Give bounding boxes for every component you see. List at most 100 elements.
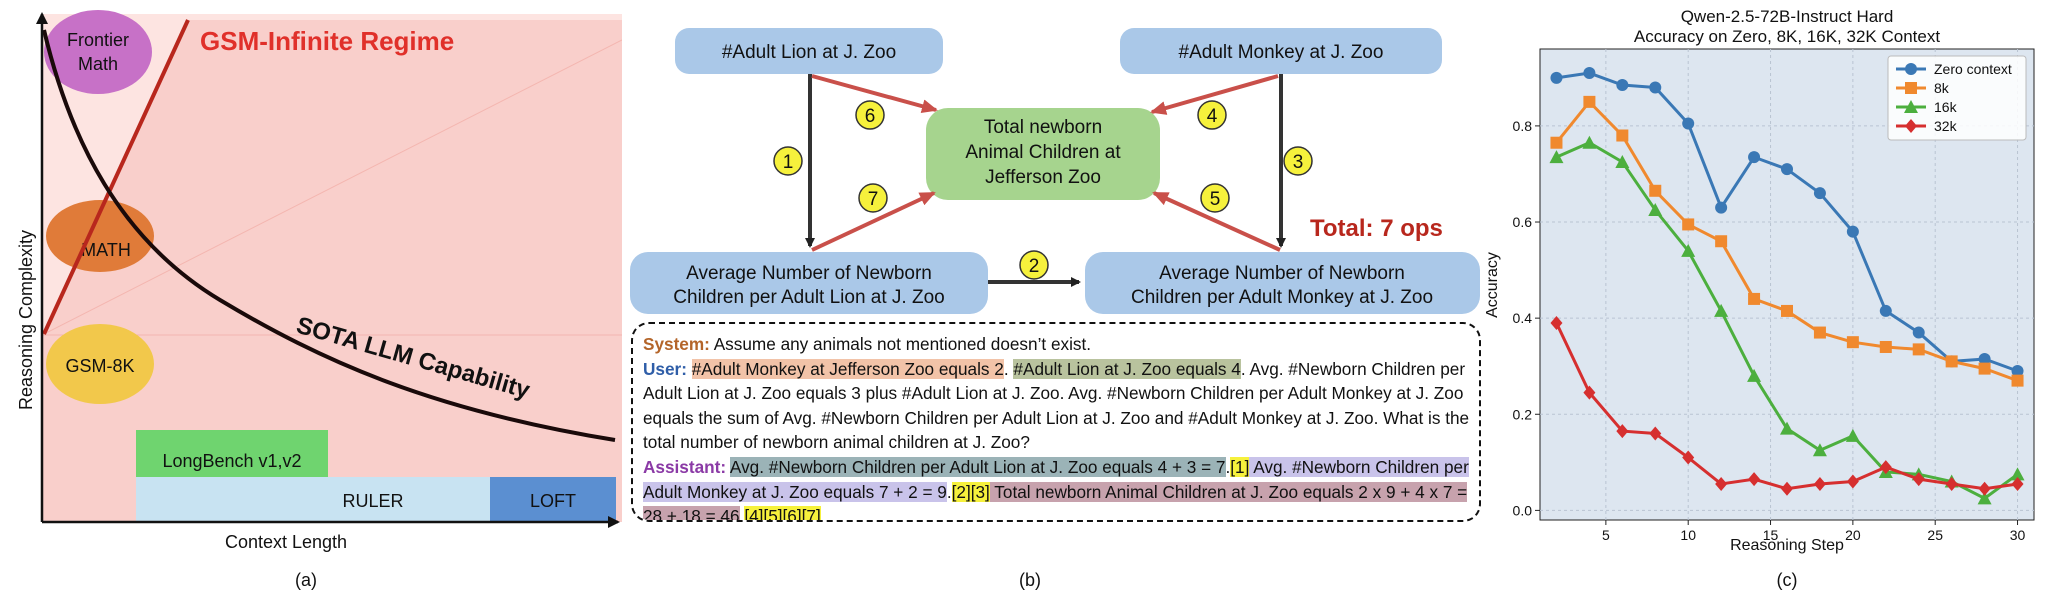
assistant-ref-3: [4][5][6][7] <box>744 506 821 520</box>
data-point-16k <box>1845 428 1860 442</box>
data-point-16k <box>1747 368 1762 382</box>
x-tick-label: 20 <box>1845 527 1861 543</box>
data-point-16k <box>1812 443 1827 457</box>
node-adult-lion <box>675 28 943 74</box>
gsm8k-ellipse <box>46 324 154 404</box>
panel-c: Qwen-2.5-72B-Instruct Hard Accuracy on Z… <box>1484 7 2035 590</box>
data-point-32k <box>1912 472 1925 487</box>
y-tick-label: 0.6 <box>1513 214 1533 230</box>
assistant-sep: . <box>1225 456 1231 477</box>
data-point-16k <box>1780 421 1794 435</box>
x-tick-label: 30 <box>2010 527 2026 543</box>
longbench-box-top <box>136 430 328 477</box>
y-axis-label: Reasoning Complexity <box>16 230 36 410</box>
svg-text:2: 2 <box>1029 256 1040 277</box>
data-point-16k <box>1582 135 1597 149</box>
op-badge-5: 5 <box>1200 183 1230 213</box>
op-badge-4: 4 <box>1197 100 1227 130</box>
data-point-8k <box>2011 374 2024 387</box>
legend: Zero context 8k 16k 32k <box>1896 61 2012 134</box>
chart-title: Qwen-2.5-72B-Instruct Hard <box>1681 7 1894 26</box>
data-point-32k <box>1583 385 1596 400</box>
data-point-zero-context <box>1846 225 1859 238</box>
data-point-32k <box>1846 474 1859 489</box>
op-badge-6: 6 <box>855 100 885 130</box>
legend-label-zero-context: Zero context <box>1934 61 2012 77</box>
op-badge-1: 1 <box>773 146 803 176</box>
frontier-math-label: Frontier <box>67 30 129 50</box>
svg-text:3: 3 <box>1293 152 1304 173</box>
x-tick-label: 5 <box>1602 527 1610 543</box>
data-point-zero-context <box>1912 326 1925 339</box>
data-point-8k <box>1879 340 1892 353</box>
data-point-32k <box>1813 476 1826 491</box>
data-point-zero-context <box>1583 67 1596 80</box>
data-point-16k <box>2010 467 2025 481</box>
node-adult-monkey-label: #Adult Monkey at J. Zoo <box>1179 42 1384 63</box>
ruler-box <box>136 477 490 521</box>
node-total-newborn <box>926 108 1160 200</box>
assistant-ref-2: [2][3] <box>951 481 990 502</box>
data-point-16k <box>1615 154 1630 168</box>
y-axis-label: Accuracy <box>1484 252 1501 318</box>
data-point-16k <box>1977 491 1992 505</box>
node-avg-monkey-label: Average Number of Newborn <box>1159 263 1405 284</box>
assistant-role: Assistant: <box>643 456 727 477</box>
panel-a: Frontier Math MATH GSM-8K GSM-Infinite R… <box>16 10 622 590</box>
total-ops-label: Total: 7 ops <box>1310 215 1443 242</box>
x-axis-label: Context Length <box>225 532 347 552</box>
x-tick-label: 10 <box>1680 527 1696 543</box>
op-badge-2: 2 <box>1019 250 1049 280</box>
svg-text:4: 4 <box>1207 106 1218 127</box>
data-point-32k <box>1781 481 1793 496</box>
guide-line <box>42 39 622 336</box>
user-fact-lion: #Adult Lion at J. Zoo equals 4 <box>1013 358 1241 379</box>
prompt-box: System: Assume any animals not mentioned… <box>631 322 1481 522</box>
data-point-8k <box>1550 136 1563 149</box>
data-point-zero-context <box>1879 304 1892 317</box>
node-avg-monkey-label: Children per Adult Monkey at J. Zoo <box>1131 287 1433 308</box>
data-point-zero-context <box>1748 151 1761 164</box>
data-point-zero-context <box>1813 187 1826 200</box>
assistant-ref-1: [1] <box>1230 456 1250 477</box>
data-point-32k <box>1879 460 1892 475</box>
node-total-label: Jefferson Zoo <box>985 167 1101 188</box>
x-tick-label: 25 <box>1927 527 1943 543</box>
data-point-8k <box>1912 343 1925 356</box>
data-point-16k <box>1714 303 1729 317</box>
y-tick-label: 0.2 <box>1513 406 1533 422</box>
data-point-zero-context <box>1649 81 1662 94</box>
node-adult-monkey <box>1120 28 1442 74</box>
regime-area <box>42 20 622 522</box>
data-point-16k <box>1681 243 1696 257</box>
data-point-zero-context <box>2011 365 2024 378</box>
data-point-8k <box>1781 304 1793 317</box>
node-total-label: Total newborn <box>984 117 1102 138</box>
data-point-zero-context <box>1616 79 1629 92</box>
data-point-8k <box>1846 336 1859 349</box>
edge-op6 <box>811 74 938 114</box>
data-point-8k <box>1583 95 1596 108</box>
legend-box <box>1887 55 2027 141</box>
math-label: MATH <box>81 240 131 260</box>
node-avg-lion <box>630 252 988 314</box>
data-point-zero-context <box>1978 352 1991 365</box>
legend-label-8k: 8k <box>1934 80 1950 96</box>
system-role: System: <box>643 334 710 354</box>
assistant-message: Assistant: Avg. #Newborn Children per Ad… <box>643 455 1471 520</box>
data-point-8k <box>1715 235 1728 248</box>
caption-c: (c) <box>1777 570 1798 590</box>
node-avg-monkey <box>1085 252 1480 314</box>
regime-label: GSM-Infinite Regime <box>200 26 454 56</box>
tick-layer: 5 10 15 20 25 30 0.0 0.2 0.4 0.6 0.8 <box>1513 118 2026 543</box>
longbench-label: LongBench v1,v2 <box>162 451 301 471</box>
sota-capability-curve <box>42 29 616 442</box>
user-rest: . Avg. #Newborn Children per Adult Lion … <box>643 358 1470 453</box>
y-tick-label: 0.0 <box>1513 502 1533 518</box>
x-axis-label: Reasoning Step <box>1730 537 1844 554</box>
legend-marker-8k <box>1905 82 1917 94</box>
data-point-32k <box>1978 481 1991 496</box>
op-badge-7: 7 <box>858 183 888 213</box>
frontier-math-ellipse <box>44 10 152 94</box>
